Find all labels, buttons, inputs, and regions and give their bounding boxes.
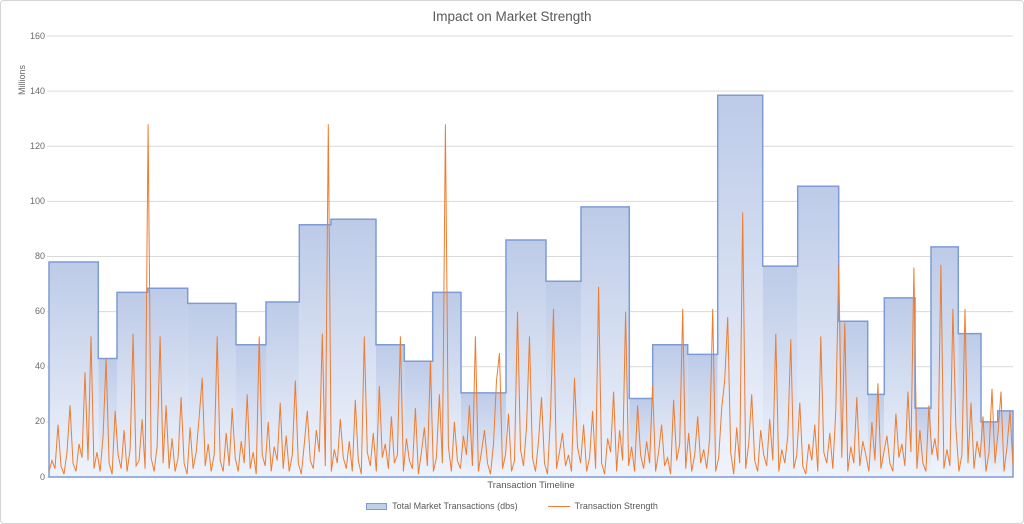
y-tick-label: 120	[29, 140, 45, 151]
y-tick-label: 160	[29, 30, 45, 41]
area-step-segment	[884, 297, 915, 477]
legend: Total Market Transactions (dbs) Transact…	[1, 501, 1023, 511]
area-step-segment	[117, 292, 148, 477]
area-step-segment	[797, 186, 839, 477]
y-tick-label: 20	[34, 416, 45, 427]
legend-item-total-market-transactions: Total Market Transactions (dbs)	[366, 501, 518, 511]
y-tick-label: 0	[39, 471, 45, 482]
legend-label-transactions: Total Market Transactions (dbs)	[392, 501, 518, 511]
x-axis-label: Transaction Timeline	[487, 480, 575, 491]
area-step-segment	[581, 206, 630, 477]
area-step-segment	[915, 408, 931, 477]
line-series-swatch-icon	[547, 505, 570, 507]
legend-item-transaction-strength: Transaction Strength	[547, 501, 658, 511]
line-series	[48, 124, 1014, 475]
area-step-segment	[187, 303, 236, 477]
area-step-segment	[506, 239, 546, 477]
y-tick-label: 60	[34, 306, 45, 317]
area-series-outline	[48, 94, 1014, 478]
y-tick-label: 40	[34, 361, 45, 372]
y-tick-label: 80	[34, 251, 45, 261]
area-step-segment	[997, 410, 1013, 477]
y-tick-label: 140	[29, 85, 45, 96]
area-step-segment	[687, 354, 718, 477]
chart-title: Impact on Market Strength	[432, 9, 592, 24]
area-series-swatch-icon	[366, 502, 388, 510]
legend-label-strength: Transaction Strength	[574, 501, 658, 511]
y-tick-label: 100	[29, 195, 45, 206]
area-step-segment	[629, 398, 653, 477]
